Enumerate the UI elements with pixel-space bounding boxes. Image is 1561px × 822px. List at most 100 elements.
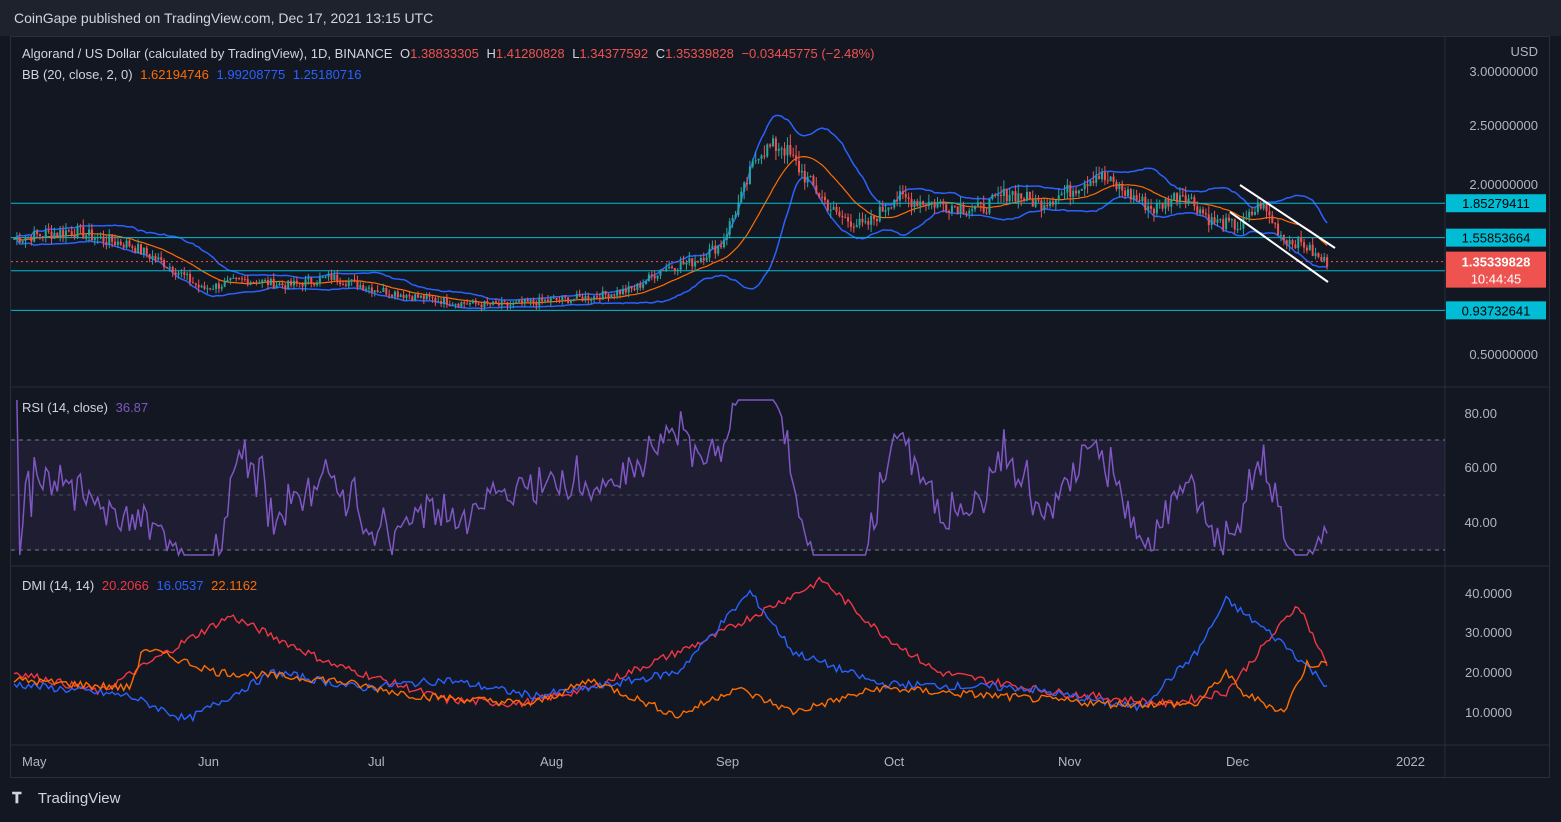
candle-body bbox=[587, 296, 590, 301]
candle-body bbox=[486, 301, 489, 304]
candle-body bbox=[122, 244, 125, 248]
candle-body bbox=[1069, 184, 1072, 197]
candle-body bbox=[878, 206, 881, 222]
candle-body bbox=[572, 298, 575, 300]
candle-body bbox=[255, 282, 258, 284]
candle-body bbox=[474, 300, 477, 304]
candle-body bbox=[619, 290, 622, 295]
candle-body bbox=[734, 215, 737, 218]
level-badge-text-0: 1.85279411 bbox=[1462, 196, 1530, 211]
candle-body bbox=[815, 185, 818, 194]
candle-body bbox=[284, 285, 287, 289]
candle-body bbox=[881, 206, 884, 212]
candle-body bbox=[627, 286, 630, 293]
candle-body bbox=[15, 237, 18, 239]
candle-body bbox=[939, 201, 942, 203]
candle-body bbox=[783, 148, 786, 156]
candle-body bbox=[673, 267, 676, 271]
candle-body bbox=[333, 274, 336, 280]
candle-body bbox=[1187, 198, 1190, 203]
publisher-header: CoinGape published on TradingView.com, D… bbox=[0, 0, 1561, 36]
candle-body bbox=[1121, 184, 1124, 191]
bb-basis-value: 1.62194746 bbox=[140, 67, 209, 82]
candle-body bbox=[976, 202, 979, 207]
rsi-tick-80: 80.00 bbox=[1464, 406, 1497, 421]
candle-body bbox=[1279, 234, 1282, 236]
candle-body bbox=[385, 287, 388, 295]
candle-body bbox=[235, 277, 238, 279]
candle-body bbox=[223, 281, 226, 287]
candle-body bbox=[119, 241, 122, 245]
candle-body bbox=[1173, 193, 1176, 200]
candle-body bbox=[278, 283, 281, 286]
candle-body bbox=[362, 285, 365, 291]
candle-body bbox=[751, 161, 754, 167]
candle-body bbox=[18, 237, 21, 243]
candle-body bbox=[1245, 217, 1248, 219]
candle-body bbox=[316, 283, 319, 286]
candle-body bbox=[1124, 190, 1127, 196]
candle-body bbox=[913, 201, 916, 207]
rsi-path bbox=[16, 399, 1328, 558]
candle-body bbox=[1080, 188, 1083, 191]
candle-body bbox=[1112, 176, 1115, 182]
level-badge-1 bbox=[1446, 228, 1546, 247]
candle-body bbox=[630, 286, 633, 289]
candle-body bbox=[1109, 176, 1112, 182]
rsi-legend[interactable]: RSI (14, close) 36.87 bbox=[22, 400, 152, 415]
candle-body bbox=[367, 287, 370, 289]
tradingview-logo-icon: 𝐓 bbox=[12, 790, 31, 807]
candle-body bbox=[1285, 240, 1288, 245]
currency-label[interactable]: USD bbox=[1511, 44, 1538, 59]
candle-body bbox=[1014, 191, 1017, 202]
candle-body bbox=[157, 257, 160, 260]
candle-body bbox=[330, 274, 333, 280]
bb-legend[interactable]: BB (20, close, 2, 0) 1.62194746 1.992087… bbox=[22, 67, 366, 82]
candle-body bbox=[777, 148, 780, 151]
candle-body bbox=[339, 282, 342, 285]
candle-body bbox=[757, 158, 760, 161]
candle-body bbox=[948, 210, 951, 213]
candle-body bbox=[419, 295, 422, 298]
candle-body bbox=[988, 198, 991, 214]
candle-body bbox=[896, 200, 899, 202]
candle-body bbox=[616, 290, 619, 296]
candle-body bbox=[1265, 203, 1268, 212]
candle-body bbox=[682, 261, 685, 265]
candle-body bbox=[344, 284, 347, 286]
main-legend[interactable]: Algorand / US Dollar (calculated by Trad… bbox=[22, 46, 878, 61]
candle-body bbox=[1066, 184, 1069, 193]
candle-body bbox=[867, 221, 870, 225]
candle-body bbox=[645, 281, 648, 285]
candle-body bbox=[870, 216, 873, 225]
candle-body bbox=[431, 296, 434, 298]
candle-body bbox=[968, 210, 971, 214]
candle-body bbox=[907, 197, 910, 200]
candle-body bbox=[1025, 191, 1028, 201]
candle-body bbox=[942, 201, 945, 205]
candle-body bbox=[555, 297, 558, 300]
candle-body bbox=[252, 282, 255, 284]
tradingview-footer[interactable]: 𝐓 TradingView bbox=[12, 790, 120, 812]
candle-body bbox=[688, 258, 691, 263]
candle-body bbox=[88, 229, 91, 236]
candle-body bbox=[1101, 172, 1104, 180]
candle-body bbox=[324, 276, 327, 278]
level-badge-text-3: 0.93732641 bbox=[1462, 303, 1531, 318]
candle-body bbox=[30, 236, 33, 242]
candle-body bbox=[116, 241, 119, 245]
candle-body bbox=[702, 258, 705, 261]
candle-body bbox=[1233, 219, 1236, 230]
candle-body bbox=[676, 269, 679, 271]
candle-body bbox=[264, 280, 267, 282]
candle-body bbox=[1057, 195, 1060, 201]
candle-body bbox=[546, 299, 549, 302]
candle-body bbox=[933, 201, 936, 208]
price-badges: 1.852794111.558536641.275177590.93732641… bbox=[1446, 194, 1546, 320]
candle-body bbox=[855, 225, 858, 228]
candle-body bbox=[997, 194, 1000, 196]
candle-body bbox=[492, 301, 495, 305]
dmi-legend[interactable]: DMI (14, 14) 20.2066 16.0537 22.1162 bbox=[22, 578, 261, 593]
candle-body bbox=[391, 294, 394, 297]
